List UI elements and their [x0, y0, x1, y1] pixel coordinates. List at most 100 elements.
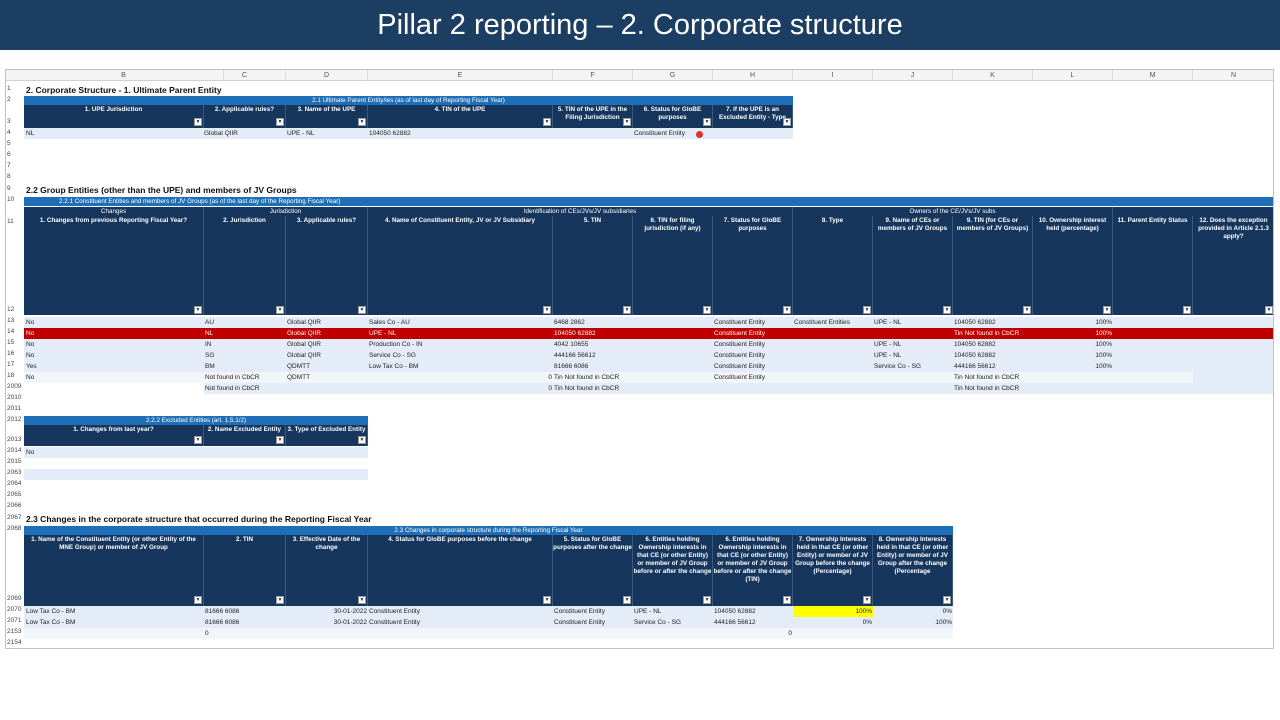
filter-dropdown-icon[interactable]: ▼: [543, 596, 551, 604]
spreadsheet[interactable]: B C D E F G H I J K L M N 1 2 3 4 5 6 7 …: [5, 69, 1274, 649]
upe-cell-tin[interactable]: 104050 62882: [369, 130, 411, 137]
ce-cell[interactable]: No: [26, 330, 35, 337]
col-header-h[interactable]: H: [713, 70, 793, 81]
ce-cell[interactable]: Constituent Entity: [714, 330, 765, 337]
ce-cell[interactable]: 100%: [1095, 341, 1112, 348]
changes-cell[interactable]: 30-01-2022: [333, 608, 367, 615]
filter-dropdown-icon[interactable]: ▼: [358, 596, 366, 604]
filter-dropdown-icon[interactable]: ▼: [358, 118, 366, 126]
row-number[interactable]: 2013: [7, 436, 22, 443]
row-number[interactable]: 16: [7, 350, 15, 357]
ce-cell[interactable]: QDMTT: [287, 374, 311, 381]
filter-dropdown-icon[interactable]: ▼: [783, 596, 791, 604]
ce-cell[interactable]: 4042 10655: [554, 341, 589, 348]
ce-cell[interactable]: Constituent Entity: [714, 374, 765, 381]
ce-cell[interactable]: 81666 6086: [554, 363, 589, 370]
row-number[interactable]: 3: [7, 118, 11, 125]
row-number[interactable]: 2069: [7, 595, 22, 602]
ce-cell[interactable]: 100%: [1095, 319, 1112, 326]
filter-dropdown-icon[interactable]: ▼: [783, 118, 791, 126]
ce-cell[interactable]: 104050 62882: [954, 352, 996, 359]
ce-cell[interactable]: Yes: [26, 363, 37, 370]
ce-cell[interactable]: Not found in CbCR: [205, 385, 260, 392]
ce-cell[interactable]: No: [26, 319, 35, 326]
filter-dropdown-icon[interactable]: ▼: [623, 596, 631, 604]
col-header-f[interactable]: F: [553, 70, 633, 81]
row-number[interactable]: 2: [7, 96, 11, 103]
row-number[interactable]: 17: [7, 361, 15, 368]
filter-dropdown-icon[interactable]: ▼: [1023, 306, 1031, 314]
ce-cell[interactable]: 100%: [1095, 330, 1112, 337]
row-number[interactable]: 8: [7, 173, 11, 180]
ce-cell[interactable]: Service Co - SG: [874, 363, 921, 370]
changes-cell[interactable]: 100%: [855, 608, 872, 615]
filter-dropdown-icon[interactable]: ▼: [194, 306, 202, 314]
col-header-m[interactable]: M: [1113, 70, 1193, 81]
col-header-e[interactable]: E: [368, 70, 553, 81]
row-number[interactable]: 4: [7, 129, 11, 136]
row-number[interactable]: 2010: [7, 394, 22, 401]
row-number[interactable]: 2153: [7, 628, 22, 635]
filter-dropdown-icon[interactable]: ▼: [1183, 306, 1191, 314]
changes-cell[interactable]: Constituent Entity: [369, 619, 420, 626]
ce-cell[interactable]: Global QIIR: [287, 330, 321, 337]
col-header-n[interactable]: N: [1193, 70, 1273, 81]
ce-cell[interactable]: Constituent Entity: [714, 352, 765, 359]
col-header-i[interactable]: I: [793, 70, 873, 81]
ce-cell[interactable]: Tin Not found in CbCR: [954, 374, 1020, 381]
ce-cell[interactable]: Low Tax Co - BM: [369, 363, 419, 370]
filter-dropdown-icon[interactable]: ▼: [543, 306, 551, 314]
changes-cell[interactable]: Constituent Entity: [554, 619, 605, 626]
changes-cell[interactable]: 81666 6086: [205, 619, 240, 626]
changes-cell[interactable]: Constituent Entity: [369, 608, 420, 615]
filter-dropdown-icon[interactable]: ▼: [358, 306, 366, 314]
filter-dropdown-icon[interactable]: ▼: [194, 596, 202, 604]
changes-cell[interactable]: UPE - NL: [634, 608, 662, 615]
row-number[interactable]: 2067: [7, 514, 22, 521]
ce-cell[interactable]: 100%: [1095, 352, 1112, 359]
col-header-c[interactable]: C: [204, 70, 286, 81]
filter-dropdown-icon[interactable]: ▼: [863, 596, 871, 604]
ce-cell[interactable]: IN: [205, 341, 212, 348]
row-number[interactable]: 12: [7, 306, 15, 313]
upe-cell-rules[interactable]: Global QIIR: [204, 130, 238, 137]
ce-cell[interactable]: Constituent Entity: [714, 319, 765, 326]
filter-dropdown-icon[interactable]: ▼: [358, 436, 366, 444]
ce-cell[interactable]: No: [26, 352, 35, 359]
changes-cell[interactable]: Service Co - SG: [634, 619, 681, 626]
col-header-k[interactable]: K: [953, 70, 1033, 81]
row-number[interactable]: 7: [7, 162, 11, 169]
col-header-l[interactable]: L: [1033, 70, 1113, 81]
ce-cell[interactable]: 104050 62882: [954, 319, 996, 326]
ce-cell[interactable]: AU: [205, 319, 215, 326]
filter-dropdown-icon[interactable]: ▼: [276, 596, 284, 604]
row-number[interactable]: 2071: [7, 617, 22, 624]
filter-dropdown-icon[interactable]: ▼: [276, 436, 284, 444]
ce-cell[interactable]: UPE - NL: [874, 352, 902, 359]
filter-dropdown-icon[interactable]: ▼: [623, 306, 631, 314]
ce-cell[interactable]: 100%: [1095, 363, 1112, 370]
filter-dropdown-icon[interactable]: ▼: [943, 306, 951, 314]
ce-cell[interactable]: Tin Not found in CbCR: [554, 385, 620, 392]
ce-cell[interactable]: Not found in CbCR: [205, 374, 260, 381]
row-number[interactable]: 11: [7, 218, 14, 225]
row-number[interactable]: 5: [7, 140, 11, 147]
row-number[interactable]: 1: [7, 85, 11, 92]
ce-cell[interactable]: NL: [205, 330, 214, 337]
ce-cell[interactable]: BM: [205, 363, 215, 370]
row-number[interactable]: 15: [7, 339, 15, 346]
ce-cell[interactable]: 104050 62882: [554, 330, 596, 337]
ce-cell[interactable]: Global QIIR: [287, 341, 321, 348]
ce-cell[interactable]: UPE - NL: [369, 330, 397, 337]
changes-cell[interactable]: 0%: [942, 608, 952, 615]
row-number[interactable]: 18: [7, 372, 15, 379]
ce-cell[interactable]: UPE - NL: [874, 319, 902, 326]
row-number[interactable]: 2068: [7, 525, 22, 532]
col-header-b[interactable]: B: [24, 70, 224, 81]
row-number[interactable]: 2154: [7, 639, 22, 646]
ce-cell[interactable]: No: [26, 374, 35, 381]
ce-cell[interactable]: Tin Not found in CbCR: [554, 374, 620, 381]
upe-cell-status[interactable]: Constituent Entity: [634, 130, 685, 137]
changes-cell[interactable]: 30-01-2022: [333, 619, 367, 626]
filter-dropdown-icon[interactable]: ▼: [1265, 306, 1273, 314]
